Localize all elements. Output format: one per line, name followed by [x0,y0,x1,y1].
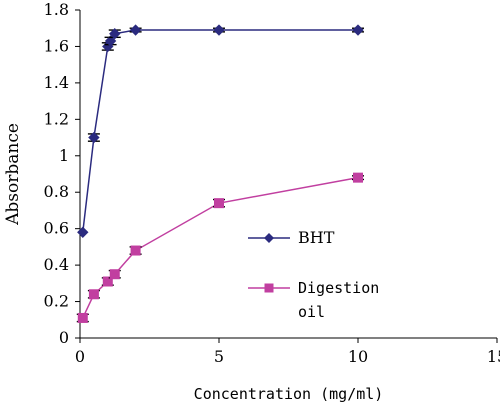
data-point [109,269,120,280]
y-tick-label: 0.4 [44,255,69,274]
y-tick-label: 1.6 [44,36,69,55]
series-layer [76,24,364,323]
y-tick-label: 1.2 [44,109,69,128]
x-tick-label: 5 [214,347,224,366]
series-digestion-oil [76,172,364,323]
legend-label: Digestion [298,279,379,297]
data-point [352,24,364,36]
y-tick-label: 0.6 [44,219,69,238]
legend-label: BHT [298,228,335,247]
legend-marker [264,283,274,293]
x-tick-label: 15 [487,347,500,366]
x-tick-label: 10 [348,347,368,366]
data-point [130,245,141,256]
data-point [104,35,117,47]
legend-item-bht: BHT [248,228,335,247]
axes: 0 0.2 0.4 0.6 0.8 1 1.2 1.4 1.6 1.8 0 5 10 15 [44,0,500,366]
data-point [77,312,88,323]
data-point [77,226,89,239]
y-tick-label: 1.8 [44,0,69,19]
y-tick-label: 0.2 [44,292,69,311]
data-point [88,131,100,144]
x-tick-label: 0 [75,347,85,366]
data-point [109,27,121,40]
y-tick-label: 1.4 [44,73,69,92]
series-bht [77,24,364,239]
y-tick-label: 1 [59,146,69,165]
legend: BHT Digestion oil [248,228,379,321]
y-tick-label: 0.8 [44,182,69,201]
legend-label: oil [298,303,325,321]
data-point [353,172,363,183]
data-point [214,198,224,209]
x-axis-title: Concentration (mg/ml) [194,385,384,403]
data-point [88,289,99,300]
data-point [213,24,225,36]
data-point [102,276,113,287]
legend-item-digestion-oil: Digestion oil [248,279,379,321]
y-tick-label: 0 [59,328,69,347]
data-point [129,24,142,36]
legend-marker [264,233,274,243]
y-axis-title: Absorbance [3,123,23,226]
